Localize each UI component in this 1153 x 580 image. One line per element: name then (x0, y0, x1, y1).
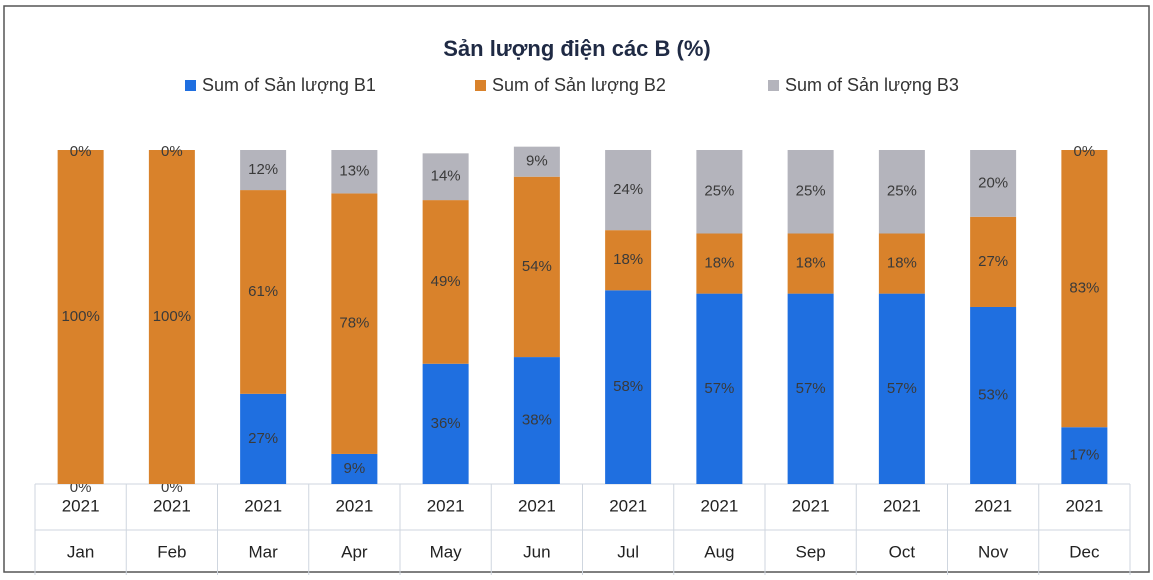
data-label: 18% (796, 255, 826, 272)
x-group-label: 2021 (792, 496, 830, 515)
bar-segment (331, 193, 378, 454)
x-group-label: 2021 (153, 496, 191, 515)
bar-segment (970, 306, 1017, 484)
data-label: 12% (248, 161, 278, 178)
bar-segment (605, 150, 652, 231)
legend-swatch (475, 80, 486, 91)
data-label: 83% (1069, 280, 1099, 297)
data-label: 0% (161, 143, 183, 160)
x-tick-label: Jan (67, 542, 94, 561)
data-label: 58% (613, 378, 643, 395)
data-label: 9% (526, 153, 548, 170)
x-group-label: 2021 (1065, 496, 1103, 515)
x-tick-label: Jun (523, 542, 550, 561)
bar-segment (878, 293, 925, 484)
bar-segment (1061, 427, 1108, 484)
bar-segment (970, 150, 1017, 217)
bar-segment (422, 363, 469, 484)
bar-segment (1061, 150, 1108, 428)
data-label: 53% (978, 386, 1008, 403)
data-label: 24% (613, 181, 643, 198)
data-label: 18% (704, 255, 734, 272)
data-label: 0% (1074, 143, 1096, 160)
bar-segment (331, 150, 378, 194)
data-label: 100% (61, 308, 99, 325)
x-tick-label: Sep (796, 542, 826, 561)
legend-label: Sum of Sản lượng B2 (492, 75, 666, 95)
x-group-label: 2021 (244, 496, 282, 515)
bar-segment (605, 230, 652, 291)
bar-segment (57, 150, 104, 484)
bar-segment (240, 150, 287, 191)
data-label: 18% (613, 251, 643, 268)
bar-segment (787, 293, 834, 484)
bar-segment (878, 150, 925, 234)
data-label: 17% (1069, 447, 1099, 464)
bar-segment (422, 200, 469, 364)
data-label: 57% (704, 380, 734, 397)
bar-segment (787, 233, 834, 294)
bar-segment (513, 146, 560, 177)
x-group-label: 2021 (609, 496, 647, 515)
data-label: 54% (522, 258, 552, 275)
x-group-label: 2021 (700, 496, 738, 515)
bar-segment (605, 290, 652, 484)
x-tick-label: May (430, 542, 463, 561)
chart-title: Sản lượng điện các B (%) (443, 36, 711, 61)
data-label: 14% (431, 168, 461, 185)
x-group-label: 2021 (518, 496, 556, 515)
x-group-label: 2021 (974, 496, 1012, 515)
data-label: 36% (431, 415, 461, 432)
data-label: 9% (344, 460, 366, 477)
bar-segment (331, 453, 378, 484)
data-label: 61% (248, 283, 278, 300)
x-tick-label: Dec (1069, 542, 1100, 561)
legend-swatch (768, 80, 779, 91)
bar-segment (696, 233, 743, 294)
x-group-label: 2021 (427, 496, 465, 515)
x-tick-label: Nov (978, 542, 1009, 561)
x-group-label: 2021 (62, 496, 100, 515)
bar-segment (696, 150, 743, 234)
bar-segment (787, 150, 834, 234)
legend-swatch (185, 80, 196, 91)
data-label: 0% (70, 143, 92, 160)
bar-segment (422, 153, 469, 201)
legend-label: Sum of Sản lượng B3 (785, 75, 959, 95)
data-label: 57% (887, 380, 917, 397)
data-label: 100% (153, 308, 191, 325)
x-tick-label: Jul (617, 542, 639, 561)
data-label: 25% (887, 183, 917, 200)
data-label: 27% (978, 253, 1008, 270)
x-tick-label: Mar (248, 542, 278, 561)
bar-segment (148, 150, 195, 484)
data-label: 38% (522, 412, 552, 429)
legend-label: Sum of Sản lượng B1 (202, 75, 376, 95)
data-label: 25% (704, 183, 734, 200)
data-label: 18% (887, 255, 917, 272)
data-label: 20% (978, 174, 1008, 191)
data-label: 25% (796, 183, 826, 200)
bar-segment (970, 216, 1017, 307)
data-label: 49% (431, 273, 461, 290)
bar-segment (240, 190, 287, 394)
bar-segment (513, 176, 560, 358)
data-label: 27% (248, 430, 278, 447)
x-group-label: 2021 (335, 496, 373, 515)
bar-segment (513, 357, 560, 484)
x-tick-label: Feb (157, 542, 186, 561)
x-tick-label: Oct (889, 542, 916, 561)
data-label: 57% (796, 380, 826, 397)
bar-segment (878, 233, 925, 294)
x-tick-label: Aug (704, 542, 734, 561)
bar-segment (696, 293, 743, 484)
data-label: 13% (339, 163, 369, 180)
x-tick-label: Apr (341, 542, 368, 561)
data-label: 78% (339, 315, 369, 332)
x-group-label: 2021 (883, 496, 921, 515)
bar-segment (240, 393, 287, 484)
